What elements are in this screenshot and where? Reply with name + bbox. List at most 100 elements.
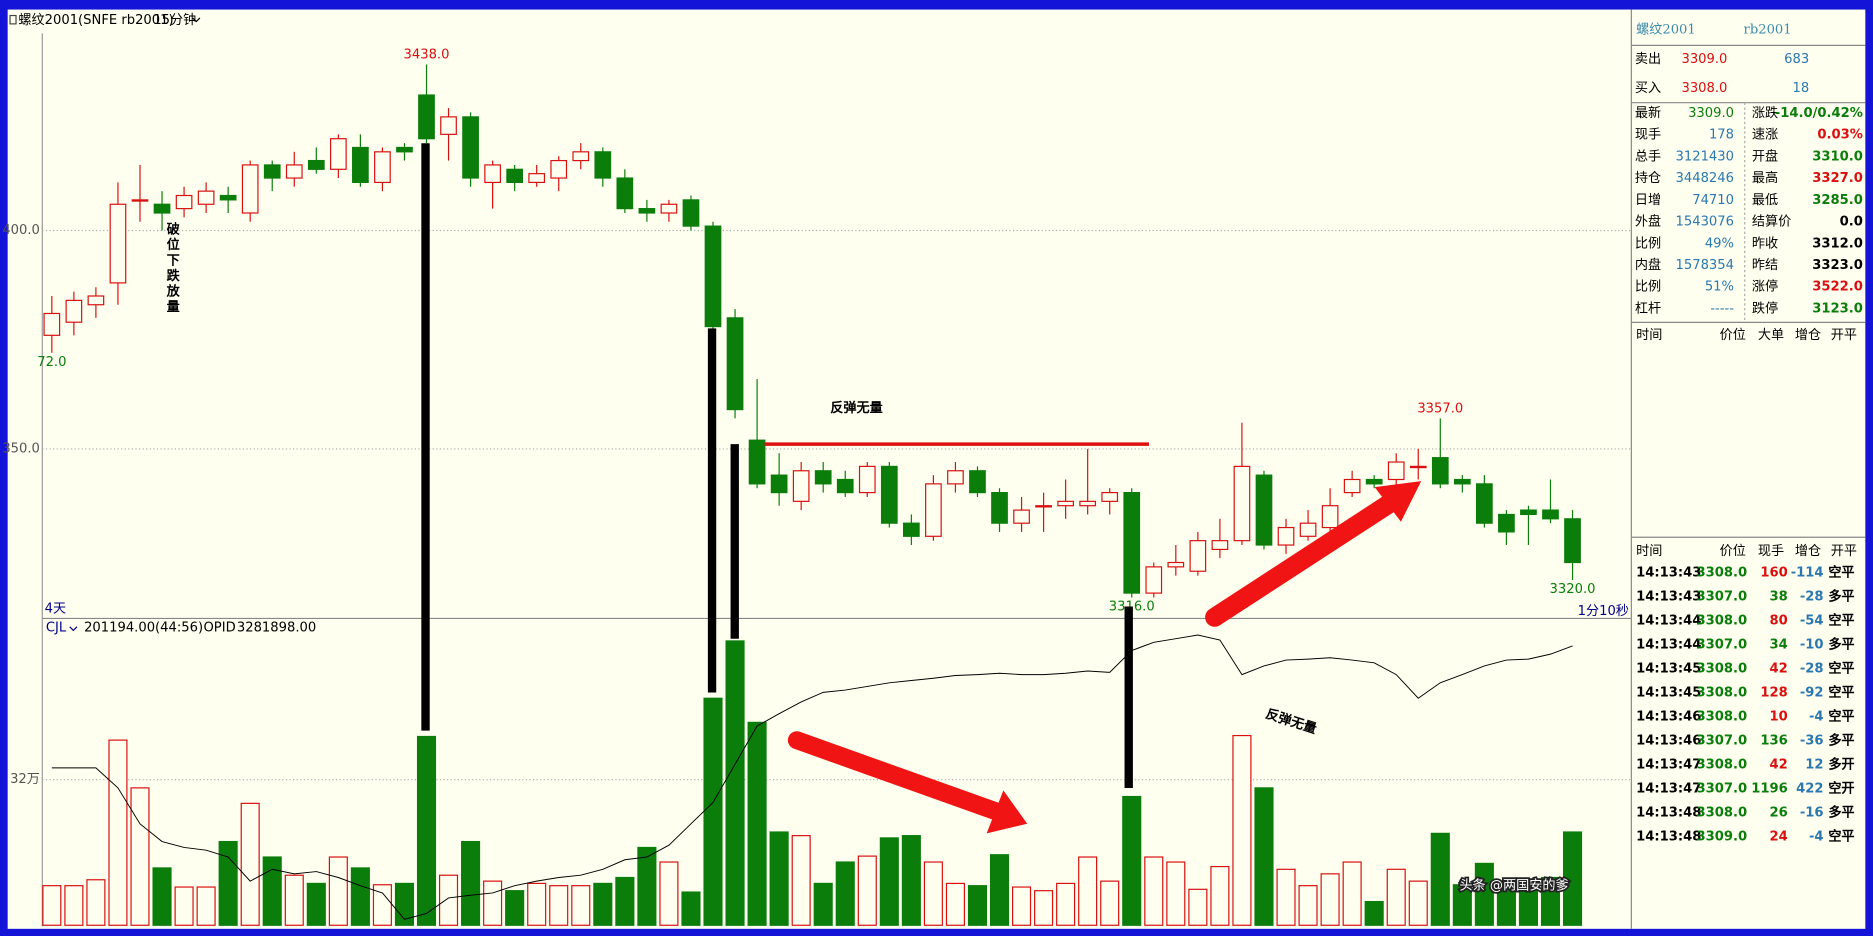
trade-cell: 14:13:48 [1636,830,1701,845]
candle-body [660,203,678,214]
stat-value: 3285.0 [1812,193,1863,208]
stat-value: 3448246 [1676,171,1734,186]
trade-cell: 14:13:43 [1636,590,1701,605]
volume-bar [1452,884,1472,926]
column-header: 现手 [1758,543,1784,559]
stat-label: 开盘 [1752,147,1778,164]
candle-body [748,439,766,485]
volume-bar [262,856,282,926]
dropdown-icon[interactable] [192,17,201,23]
arrow [787,731,1007,821]
volume-bar [306,882,326,926]
candle-body [43,312,61,336]
trade-cell: 多开 [1828,756,1854,773]
stat-label: 速涨 [1752,127,1778,143]
volume-bar [461,840,481,926]
volume-bar [1298,885,1318,926]
volume-bar [1144,856,1164,926]
volume-bar [571,885,591,926]
volume-bar [1100,880,1120,926]
volume-bar [681,891,701,926]
candle-body [550,159,568,179]
stat-label: 外盘 [1635,213,1661,230]
candle-body [484,164,501,184]
trade-cell: 3307.0 [1696,782,1747,797]
candle-body [1409,465,1427,469]
candle-body [947,470,964,485]
candle-body [1387,461,1405,481]
candle-body [418,94,435,140]
volume-bar [1562,831,1583,926]
stat-label: 比例 [1635,235,1661,251]
candle-body [572,151,590,162]
volume-bar [967,885,988,926]
candle-body [792,470,810,502]
trade-cell: 14:13:46 [1636,710,1701,725]
trade-cell: 14:13:45 [1636,662,1701,677]
period[interactable]: 15分钟 [153,11,196,28]
candle-body [1476,483,1493,524]
volume-bar [1496,888,1516,926]
dropdown-icon [69,626,78,632]
arrow-head [1374,481,1422,522]
volume-bar [945,882,965,926]
candle-body [1145,566,1163,594]
instrument-name: 螺纹2001 [1636,21,1696,37]
volume-bar [1056,882,1076,926]
opid-line [51,634,1573,920]
readout: 3281898.00 [237,620,316,635]
quote-price: 3308.0 [1681,81,1727,96]
candle-body [836,478,854,494]
stat-label: 结算价 [1752,214,1791,230]
trade-cell: 3308.0 [1696,566,1747,581]
arrow [1205,494,1399,627]
volume-bar [328,856,348,926]
candle-body [1365,478,1383,485]
stat-label: 总手 [1635,148,1661,164]
stat-value: 1543076 [1676,215,1734,230]
volume-bar [989,854,1010,926]
candle-body [1101,492,1119,502]
trade-cell: 160 [1760,566,1787,581]
volume-bar [659,861,679,926]
trade-cell: 128 [1760,686,1787,701]
trade-cell: 空平 [1828,564,1854,581]
stat-label: 昨收 [1752,235,1778,251]
trade-cell: 多平 [1828,588,1854,605]
candle-body [726,317,744,411]
stat-label: 昨结 [1752,257,1778,273]
candle-body [307,159,325,170]
column-header: 价位 [1720,327,1746,343]
volume-bar [1254,787,1274,926]
column-header: 开平 [1831,544,1857,559]
candle-body [1343,478,1361,494]
volume-bar [1188,888,1208,926]
volume-bar [747,721,767,926]
candle-body [704,225,722,328]
candle-body [175,194,193,210]
trade-cell: 空平 [1828,684,1854,701]
quote-label: 买入 [1635,80,1661,96]
candle-body [682,199,700,227]
trade-cell: -16 [1800,806,1824,821]
volume-bar [42,885,62,926]
trade-cell: 空平 [1828,708,1854,725]
stat-value: 3522.0 [1812,280,1863,295]
y-tick-label: 32万 [10,772,40,787]
window-title[interactable]: 螺纹2001(SNFE rb2001) [18,12,173,28]
volume-bar [1320,873,1340,926]
left-note: 4天 [45,601,66,616]
trade-cell: 24 [1769,830,1787,845]
trade-cell: 空平 [1828,660,1854,677]
volume-bar [615,876,635,926]
stat-value: 178 [1709,128,1734,143]
price-label: 3357.0 [1417,401,1463,416]
volume-bar [1386,868,1406,926]
trade-cell: 3308.0 [1696,806,1747,821]
column-header: 增仓 [1795,327,1821,343]
volume-bar [240,802,260,926]
trade-cell: 14:13:45 [1636,686,1701,701]
volume-bar [394,882,415,926]
stat-value: 49% [1705,236,1734,251]
